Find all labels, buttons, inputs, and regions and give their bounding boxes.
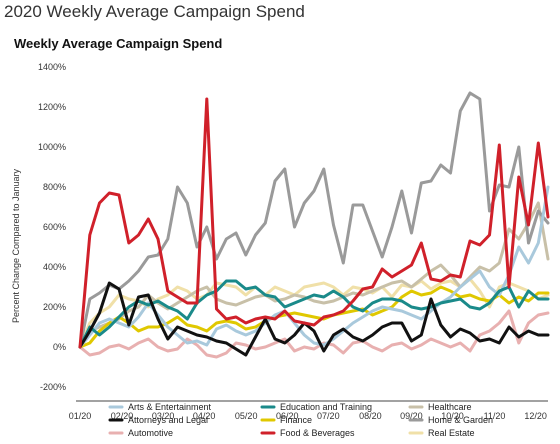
legend-label-real-estate: Real Estate xyxy=(428,428,475,438)
y-tick-label: 1200% xyxy=(38,102,66,112)
x-tick-label: 12/20 xyxy=(524,411,547,421)
series-line-finance xyxy=(78,285,550,349)
y-tick-label: 200% xyxy=(43,302,66,312)
y-tick-label: 800% xyxy=(43,182,66,192)
series-layer xyxy=(78,91,550,359)
y-tick-label: 0% xyxy=(53,342,66,352)
chart-title: Weekly Average Campaign Spend xyxy=(14,36,223,51)
legend-label-attorneys-and-legal: Attorneys and Legal xyxy=(128,415,208,425)
y-tick-label: -200% xyxy=(40,382,66,392)
x-tick-label: 02/20 xyxy=(111,411,134,421)
x-tick-label: 09/20 xyxy=(400,411,423,421)
series-line-education-and-training xyxy=(78,279,550,349)
y-tick-label: 600% xyxy=(43,222,66,232)
legend-label-home-garden: Home & Garden xyxy=(428,415,493,425)
legend: Arts & Entertainment Attorneys and Legal A… xyxy=(108,402,493,438)
legend-label-automotive: Automotive xyxy=(128,428,173,438)
legend-label-finance: Finance xyxy=(280,415,312,425)
y-tick-label: 1000% xyxy=(38,142,66,152)
legend-label-education-and-training: Education and Training xyxy=(280,402,372,412)
series-line-automotive xyxy=(78,309,550,359)
series-line-healthcare xyxy=(78,201,550,349)
series-line-attorneys-and-legal xyxy=(78,281,550,357)
y-tick-label: 1400% xyxy=(38,62,66,72)
x-tick-label: 10/20 xyxy=(441,411,464,421)
x-tick-label: 05/20 xyxy=(235,411,258,421)
page-title: 2020 Weekly Average Campaign Spend xyxy=(4,2,305,21)
x-tick-label: 08/20 xyxy=(359,411,382,421)
series-line-food-beverages xyxy=(78,97,550,349)
legend-label-arts-entertainment: Arts & Entertainment xyxy=(128,402,212,412)
y-axis-label: Percent Change Compared to January xyxy=(11,168,21,323)
x-tick-label: 03/20 xyxy=(152,411,175,421)
y-tick-label: 400% xyxy=(43,262,66,272)
x-tick-label: 04/20 xyxy=(193,411,216,421)
x-tick-label: 11/20 xyxy=(484,411,506,421)
legend-label-food-beverages: Food & Beverages xyxy=(280,428,355,438)
series-line-home-garden xyxy=(78,91,550,349)
x-tick-label: 01/20 xyxy=(69,411,92,421)
axes-layer: -200% 0% 200% 400% 600% 800% 1000% 1200% 1400% 01… xyxy=(38,62,548,421)
x-tick-label: 07/20 xyxy=(317,411,340,421)
x-tick-label: 06/20 xyxy=(276,411,299,421)
legend-label-healthcare: Healthcare xyxy=(428,402,472,412)
